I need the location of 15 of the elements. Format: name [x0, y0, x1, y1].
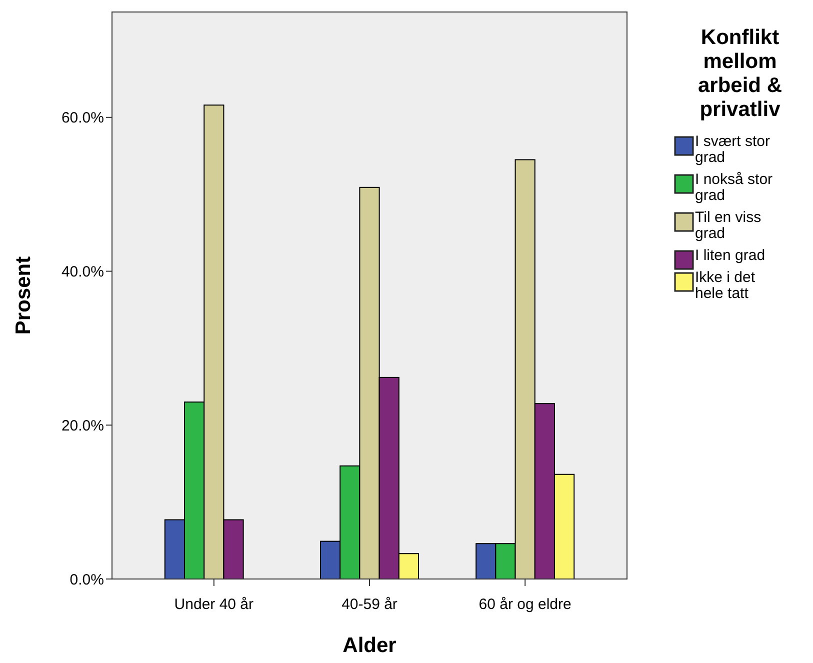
- legend-label: Ikke i det hele tatt: [695, 269, 756, 302]
- x-axis-title: Alder: [342, 634, 396, 657]
- x-tick-label: 60 år og eldre: [478, 596, 572, 613]
- y-tick-label: 0.0%: [70, 571, 104, 588]
- x-tick-label: Under 40 år: [174, 596, 254, 613]
- y-tick-label: 60.0%: [61, 110, 104, 127]
- x-tick-label: 40-59 år: [342, 596, 398, 613]
- legend-label: I nokså stor grad: [695, 171, 773, 204]
- y-tick-label: 20.0%: [61, 417, 104, 434]
- legend-title: Konflikt mellom arbeid & privatliv: [698, 26, 782, 121]
- y-tick-label: 40.0%: [61, 264, 104, 281]
- legend-label: Til en viss grad: [695, 209, 762, 242]
- y-axis-title: Prosent: [12, 256, 35, 335]
- legend-label: I liten grad: [695, 247, 766, 264]
- legend-label: I svært stor grad: [695, 133, 770, 166]
